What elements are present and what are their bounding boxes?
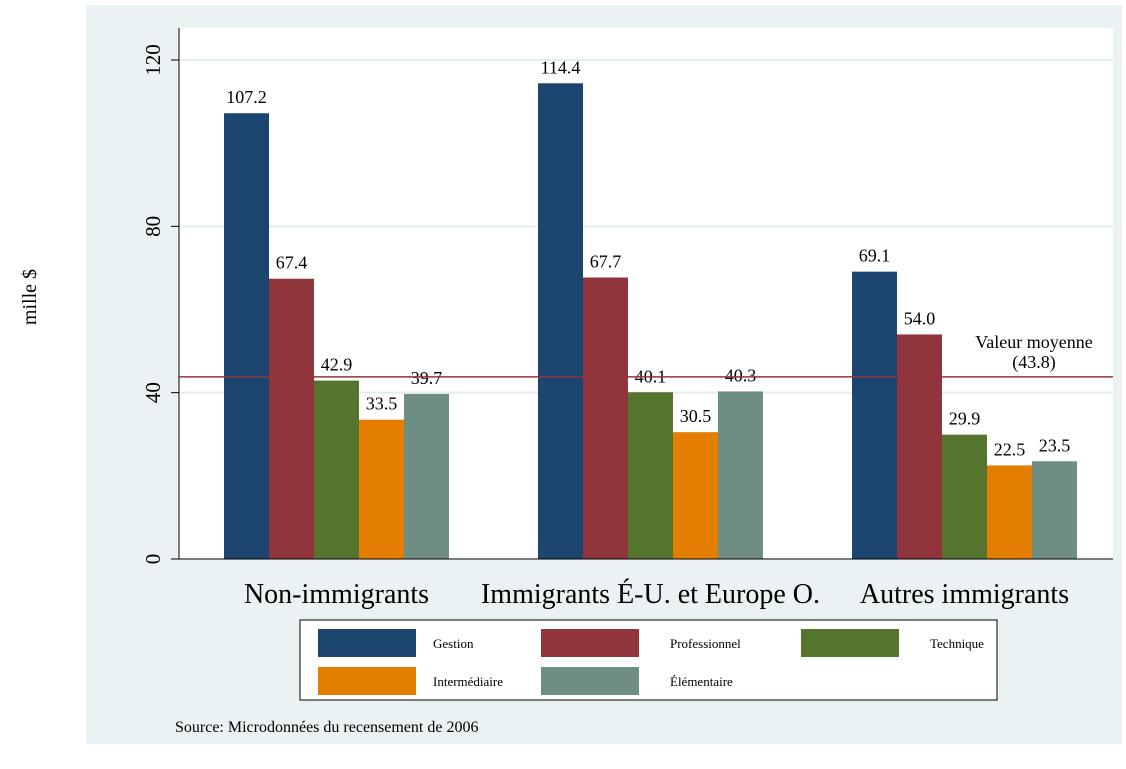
y-tick-label-40: 40 xyxy=(141,382,165,403)
bar-Professionnel-Autres immigrants xyxy=(897,334,942,559)
data-label-Élémentaire-Non-immigrants: 39.7 xyxy=(411,368,443,388)
data-label-Intermédiaire-Immigrants É-U. et Europe O.: 30.5 xyxy=(680,406,712,426)
legend-swatch-Gestion xyxy=(318,629,416,657)
bar-Élémentaire-Autres immigrants xyxy=(1032,461,1077,559)
bar-Technique-Autres immigrants xyxy=(942,434,987,559)
x-category-label-0: Non-immigrants xyxy=(244,579,429,610)
data-label-Intermédiaire-Non-immigrants: 33.5 xyxy=(366,394,398,414)
data-label-Gestion-Autres immigrants: 69.1 xyxy=(859,246,891,266)
legend-swatch-Intermédiaire xyxy=(318,667,416,695)
legend-swatch-Professionnel xyxy=(541,629,639,657)
bar-Intermédiaire-Immigrants É-U. et Europe O. xyxy=(673,432,718,559)
data-label-Professionnel-Non-immigrants: 67.4 xyxy=(276,253,308,273)
y-tick-label-120: 120 xyxy=(141,44,165,76)
legend-label-Technique: Technique xyxy=(930,636,984,651)
bar-Professionnel-Non-immigrants xyxy=(269,278,314,559)
data-label-Gestion-Non-immigrants: 107.2 xyxy=(226,87,267,107)
bar-Gestion-Non-immigrants xyxy=(224,113,269,559)
legend-label-Élémentaire: Élémentaire xyxy=(670,674,733,689)
bar-Gestion-Autres immigrants xyxy=(852,271,897,559)
bar-Technique-Immigrants É-U. et Europe O. xyxy=(628,392,673,559)
y-tick-label-0: 0 xyxy=(141,554,165,565)
legend-swatch-Élémentaire xyxy=(541,667,639,695)
data-label-Professionnel-Immigrants É-U. et Europe O.: 67.7 xyxy=(590,251,622,271)
average-label: Valeur moyenne xyxy=(975,332,1092,352)
bar-Élémentaire-Immigrants É-U. et Europe O. xyxy=(718,391,763,559)
source-note: Source: Microdonnées du recensement de 2… xyxy=(175,719,478,736)
legend-label-Professionnel: Professionnel xyxy=(670,636,741,651)
y-axis-title: mille $ xyxy=(19,269,41,325)
data-label-Professionnel-Autres immigrants: 54.0 xyxy=(904,308,936,328)
x-category-label-1: Immigrants É-U. et Europe O. xyxy=(481,579,820,610)
bar-Élémentaire-Non-immigrants xyxy=(404,393,449,559)
bar-Intermédiaire-Non-immigrants xyxy=(359,419,404,559)
x-category-label-2: Autres immigrants xyxy=(860,579,1069,610)
legend-label-Intermédiaire: Intermédiaire xyxy=(433,674,503,689)
y-tick-label-80: 80 xyxy=(141,216,165,237)
data-label-Élémentaire-Autres immigrants: 23.5 xyxy=(1039,435,1071,455)
legend-label-Gestion: Gestion xyxy=(433,636,474,651)
bar-Gestion-Immigrants É-U. et Europe O. xyxy=(538,83,583,559)
data-label-Élémentaire-Immigrants É-U. et Europe O.: 40.3 xyxy=(725,365,757,385)
bar-Technique-Non-immigrants xyxy=(314,380,359,559)
bar-Intermédiaire-Autres immigrants xyxy=(987,465,1032,559)
bar-Professionnel-Immigrants É-U. et Europe O. xyxy=(583,277,628,559)
average-value-label: (43.8) xyxy=(1012,352,1056,373)
data-label-Intermédiaire-Autres immigrants: 22.5 xyxy=(994,439,1026,459)
data-label-Gestion-Immigrants É-U. et Europe O.: 114.4 xyxy=(541,57,581,77)
data-label-Technique-Non-immigrants: 42.9 xyxy=(321,355,353,375)
legend-swatch-Technique xyxy=(801,629,899,657)
data-label-Technique-Autres immigrants: 29.9 xyxy=(949,409,981,429)
